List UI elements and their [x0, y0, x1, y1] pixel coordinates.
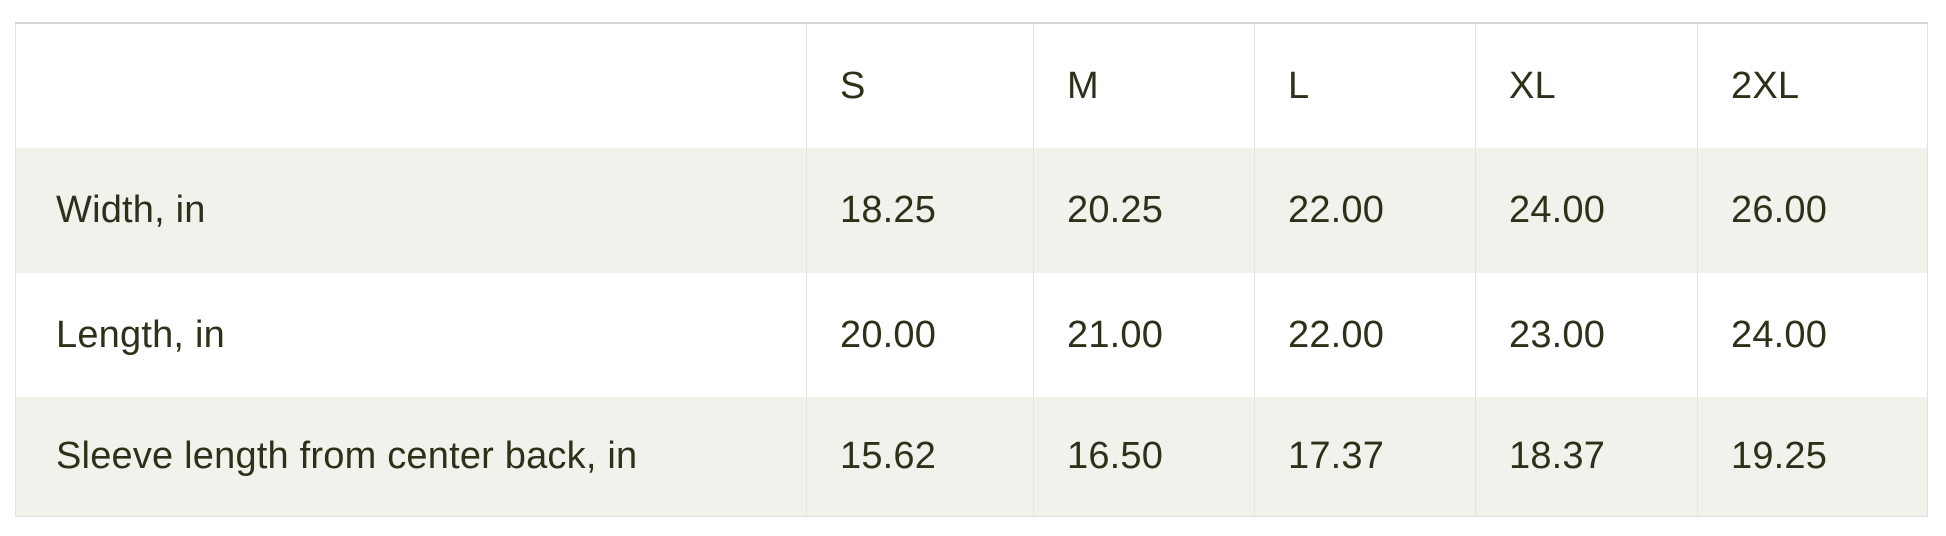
measurement-value-cell: 24.00: [1697, 273, 1928, 397]
measurement-value-cell: 22.00: [1254, 273, 1476, 397]
table-row-width: Width, in 18.25 20.25 22.00 24.00 26.00: [15, 148, 1928, 273]
measurement-value-cell: 26.00: [1697, 148, 1928, 273]
measurement-value-cell: 16.50: [1033, 397, 1255, 516]
measurement-value-cell: 17.37: [1254, 397, 1476, 516]
measurement-value-cell: 20.00: [806, 273, 1034, 397]
measurement-label: Length, in: [56, 313, 225, 356]
measurement-value-cell: 21.00: [1033, 273, 1255, 397]
measurement-label: Width, in: [56, 189, 206, 231]
size-guide-table-container: S M L XL 2XL Width, in 18.25 20.25 22.00…: [15, 22, 1928, 517]
size-guide-table: S M L XL 2XL Width, in 18.25 20.25 22.00…: [15, 22, 1928, 517]
measurement-label: Sleeve length from center back, in: [56, 434, 638, 477]
measurement-value-cell: 22.00: [1254, 148, 1476, 273]
measurement-value-cell: 19.25: [1697, 397, 1928, 516]
size-header-row: S M L XL 2XL: [15, 23, 1928, 148]
measurement-value-cell: 20.25: [1033, 148, 1255, 273]
size-column-header-l: L: [1254, 23, 1476, 148]
size-column-header-m: M: [1033, 23, 1255, 148]
table-row-sleeve-length: Sleeve length from center back, in 15.62…: [15, 397, 1928, 516]
measurement-value-cell: 24.00: [1475, 148, 1698, 273]
measurement-value-cell: 15.62: [806, 397, 1034, 516]
size-column-header-s: S: [806, 23, 1034, 148]
size-column-header-2xl: 2XL: [1697, 23, 1928, 148]
measurement-value-cell: 18.25: [806, 148, 1034, 273]
table-row-length: Length, in 20.00 21.00 22.00 23.00 24.00: [15, 273, 1928, 397]
empty-corner-cell: [16, 23, 807, 148]
size-column-header-xl: XL: [1475, 23, 1698, 148]
measurement-value-cell: 18.37: [1475, 397, 1698, 516]
measurement-value-cell: 23.00: [1475, 273, 1698, 397]
